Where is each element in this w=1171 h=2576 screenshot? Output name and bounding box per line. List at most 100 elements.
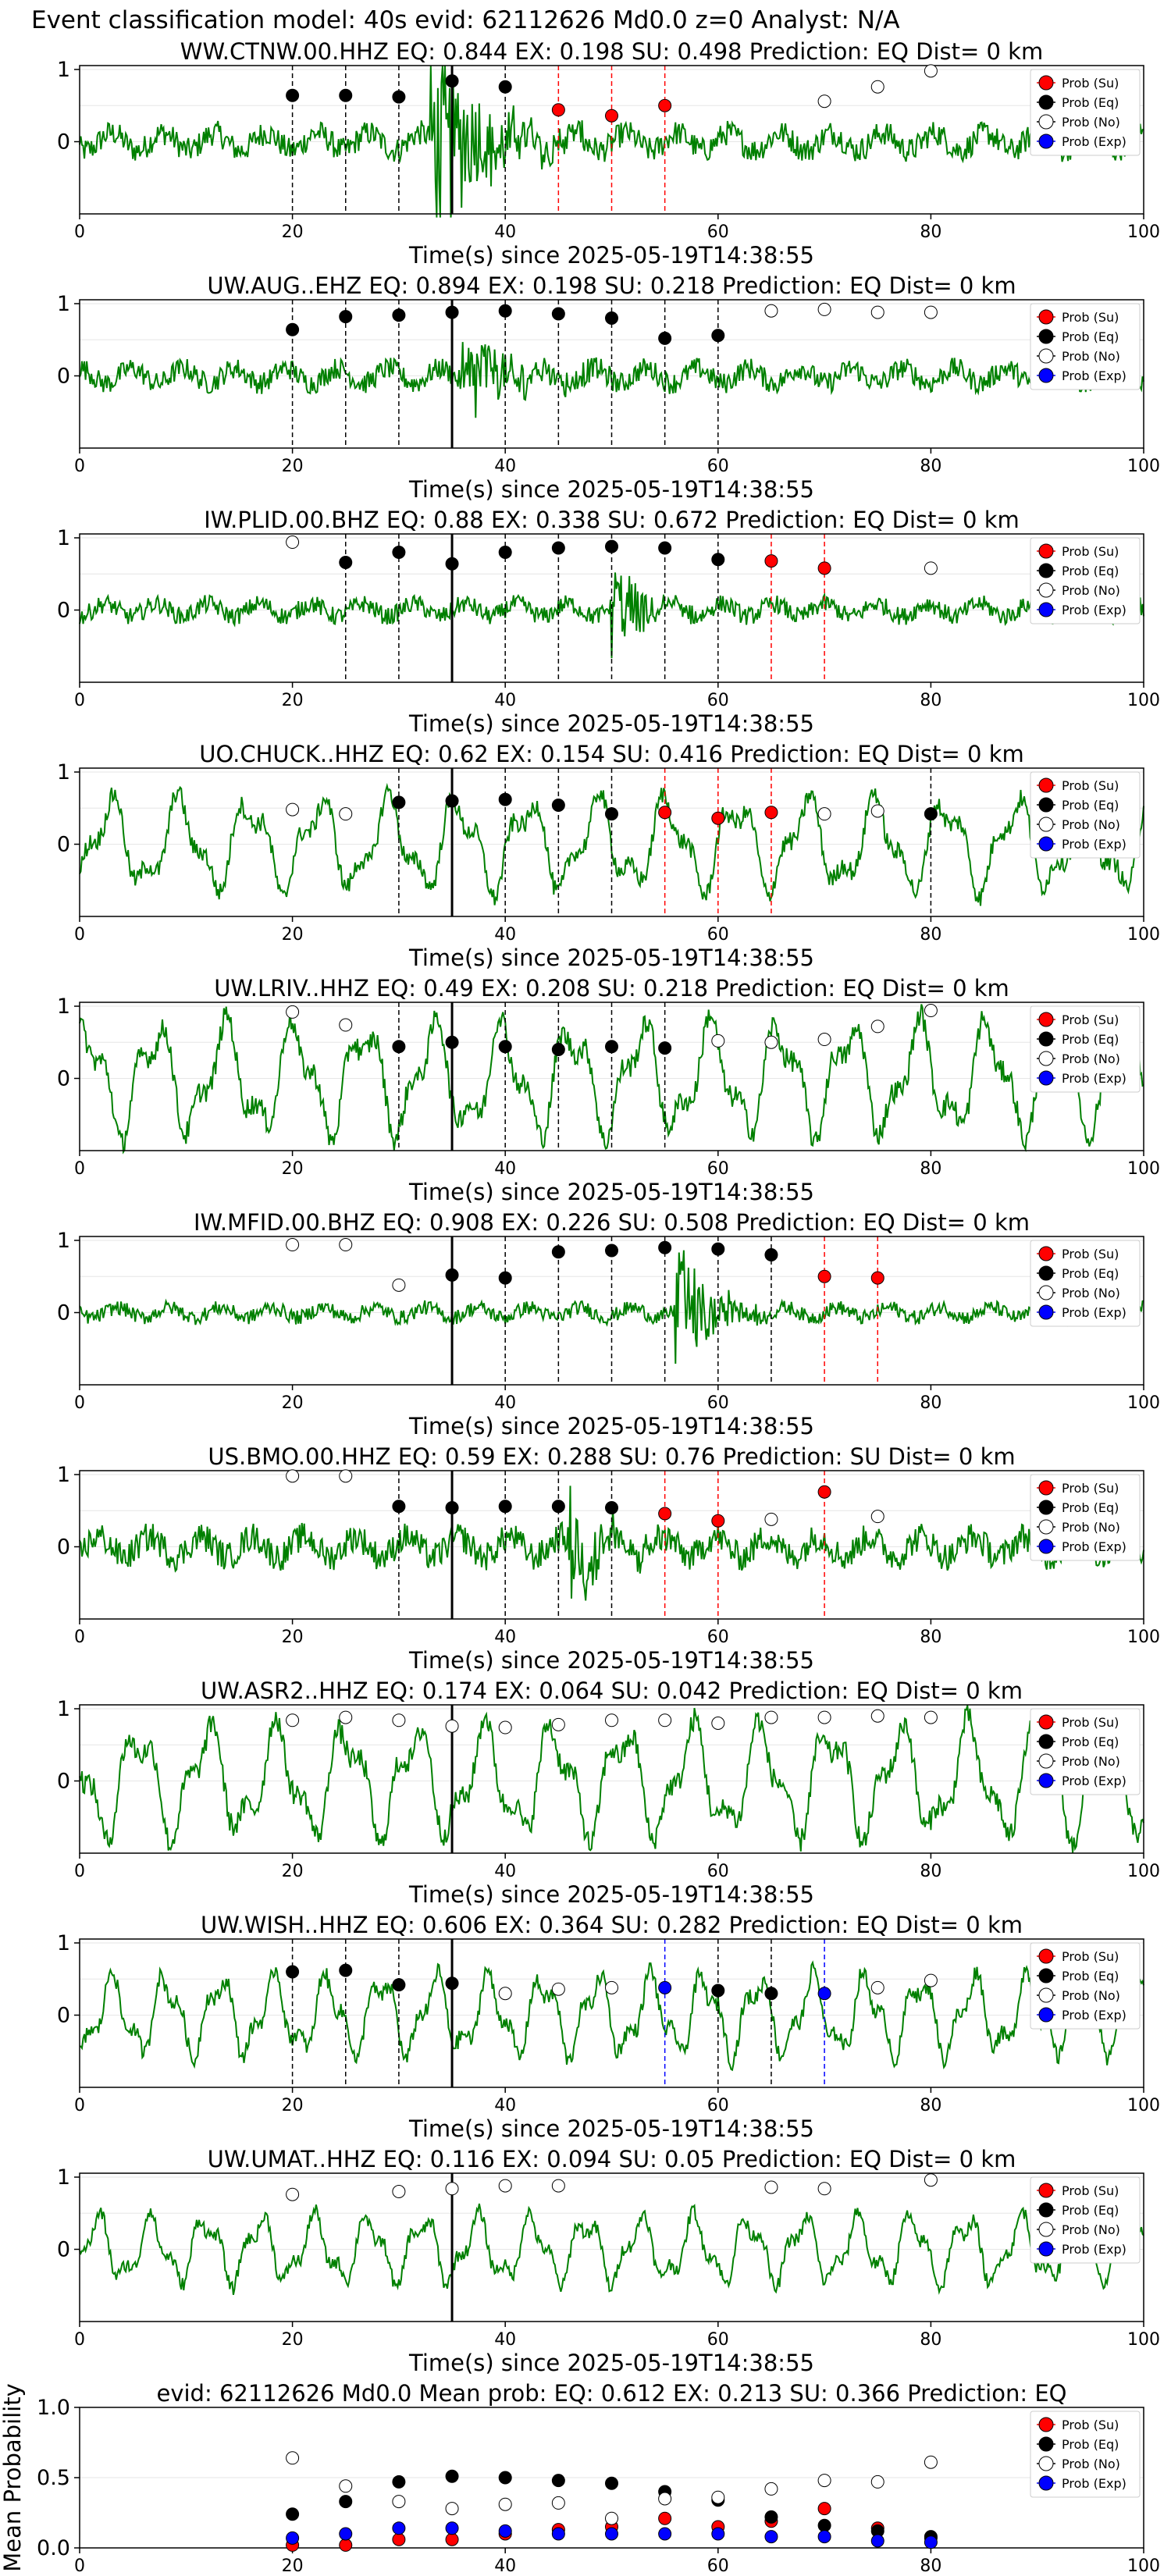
point-eq <box>551 307 565 321</box>
legend-label: Prob (Exp) <box>1062 837 1127 852</box>
x-tick-label: 20 <box>282 2330 304 2350</box>
point-eq <box>392 795 406 809</box>
waveform-trace <box>80 1960 1144 2072</box>
x-tick-label: 20 <box>282 2556 304 2576</box>
x-tick-label: 100 <box>1127 2556 1160 2576</box>
point-no <box>286 1238 300 1252</box>
point-eq <box>764 1248 778 1261</box>
x-tick-label: 100 <box>1127 1628 1160 1647</box>
legend-label: Prob (Exp) <box>1062 1539 1127 1554</box>
legend-marker-exp <box>1038 836 1054 852</box>
point-eq <box>711 553 725 567</box>
point-eq <box>392 1500 406 1514</box>
x-tick-label: 20 <box>282 1393 304 1413</box>
x-tick-label: 100 <box>1127 1862 1160 1881</box>
legend-label: Prob (Su) <box>1062 544 1119 559</box>
x-tick-label: 40 <box>494 691 516 710</box>
point-eq <box>392 1040 406 1054</box>
legend-marker-eq <box>1038 1968 1054 1984</box>
x-axis-label: Time(s) since 2025-05-19T14:38:55 <box>408 476 814 503</box>
x-tick-label: 100 <box>1127 925 1160 945</box>
panel-title: UW.ASR2..HHZ EQ: 0.174 EX: 0.064 SU: 0.0… <box>201 1678 1023 1704</box>
point-no <box>924 2173 938 2187</box>
point-no <box>605 2511 618 2525</box>
x-tick-label: 40 <box>494 925 516 945</box>
legend-label: Prob (Su) <box>1062 1949 1119 1964</box>
x-tick-label: 40 <box>494 2096 516 2115</box>
y-tick-label: 1 <box>57 1931 70 1955</box>
point-eq <box>445 74 459 88</box>
point-exp <box>817 1987 831 2001</box>
legend-box <box>1030 69 1141 156</box>
legend-label: Prob (Exp) <box>1062 2008 1127 2023</box>
point-eq <box>551 1245 565 1259</box>
panel-title: UW.LRIV..HHZ EQ: 0.49 EX: 0.208 SU: 0.21… <box>214 975 1009 1002</box>
legend: Prob (Su) Prob (Eq) Prob (No) Prob (Exp) <box>1030 1708 1141 1795</box>
point-no <box>924 1973 938 1987</box>
point-no <box>286 2451 300 2465</box>
x-tick-label: 60 <box>707 691 729 710</box>
point-eq <box>498 304 512 318</box>
point-eq <box>658 1041 672 1055</box>
legend-label: Prob (Eq) <box>1062 1266 1119 1281</box>
point-eq <box>711 329 725 343</box>
point-no <box>551 1982 565 1996</box>
point-exp <box>605 2527 618 2541</box>
mean-probability-panel: evid: 62112626 Md0.0 Mean prob: EQ: 0.61… <box>0 2380 1160 2576</box>
y-axis-label: Mean Probability <box>0 2383 26 2572</box>
station-panel-4: UO.CHUCK..HHZ EQ: 0.62 EX: 0.154 SU: 0.4… <box>57 741 1160 971</box>
point-eq <box>339 310 353 324</box>
legend-label: Prob (Exp) <box>1062 1774 1127 1788</box>
point-no <box>658 1713 672 1727</box>
legend: Prob (Su) Prob (Eq) Prob (No) Prob (Exp) <box>1030 1474 1141 1561</box>
x-tick-label: 20 <box>282 1628 304 1647</box>
point-no <box>551 1717 565 1731</box>
panel-title: US.BMO.00.HHZ EQ: 0.59 EX: 0.288 SU: 0.7… <box>208 1443 1015 1470</box>
legend-marker-eq <box>1038 563 1054 578</box>
x-tick-label: 60 <box>707 925 729 945</box>
x-tick-label: 0 <box>74 222 85 242</box>
waveform-trace <box>79 572 1144 659</box>
x-tick-label: 20 <box>282 2096 304 2115</box>
x-tick-label: 100 <box>1127 457 1160 476</box>
y-tick-label: 1 <box>57 1697 70 1721</box>
point-no <box>924 561 938 575</box>
legend-label: Prob (Su) <box>1062 310 1119 325</box>
point-no <box>392 2185 406 2198</box>
legend-label: Prob (Eq) <box>1062 1500 1119 1515</box>
legend-box <box>1030 1474 1141 1561</box>
x-axis-label: Time(s) since 2025-05-19T14:38:55 <box>408 945 814 971</box>
legend-label: Prob (Eq) <box>1062 1969 1119 1984</box>
x-tick-label: 40 <box>494 1159 516 1179</box>
point-no <box>870 1019 884 1034</box>
legend-marker-su <box>1038 1012 1054 1027</box>
x-tick-label: 80 <box>920 2096 941 2115</box>
legend-label: Prob (Eq) <box>1062 564 1119 578</box>
panel-title: evid: 62112626 Md0.0 Mean prob: EQ: 0.61… <box>157 2380 1067 2407</box>
legend-marker-su <box>1038 543 1054 559</box>
point-no <box>924 2455 938 2469</box>
point-no <box>870 804 884 818</box>
point-no <box>392 2495 406 2509</box>
point-su <box>551 103 565 117</box>
station-panel-2: UW.AUG..EHZ EQ: 0.894 EX: 0.198 SU: 0.21… <box>57 272 1160 503</box>
point-eq <box>392 1978 406 1992</box>
point-exp <box>658 1980 672 1994</box>
legend-marker-no <box>1038 1285 1054 1300</box>
point-no <box>924 1710 938 1724</box>
x-tick-label: 0 <box>74 1628 85 1647</box>
point-eq <box>286 2507 300 2521</box>
legend-marker-su <box>1038 2417 1054 2432</box>
axes-frame <box>79 1236 1144 1386</box>
legend-label: Prob (Exp) <box>1062 2242 1127 2257</box>
legend-label: Prob (Su) <box>1062 1481 1119 1496</box>
x-tick-label: 40 <box>494 1393 516 1413</box>
point-no <box>817 94 831 109</box>
point-no <box>764 304 778 318</box>
axes-frame <box>79 533 1144 683</box>
x-tick-label: 80 <box>920 1862 941 1881</box>
panel-title: UO.CHUCK..HHZ EQ: 0.62 EX: 0.154 SU: 0.4… <box>199 741 1024 767</box>
legend-label: Prob (Su) <box>1062 1012 1119 1027</box>
legend-label: Prob (No) <box>1062 1988 1120 2003</box>
legend-label: Prob (Eq) <box>1062 329 1119 344</box>
